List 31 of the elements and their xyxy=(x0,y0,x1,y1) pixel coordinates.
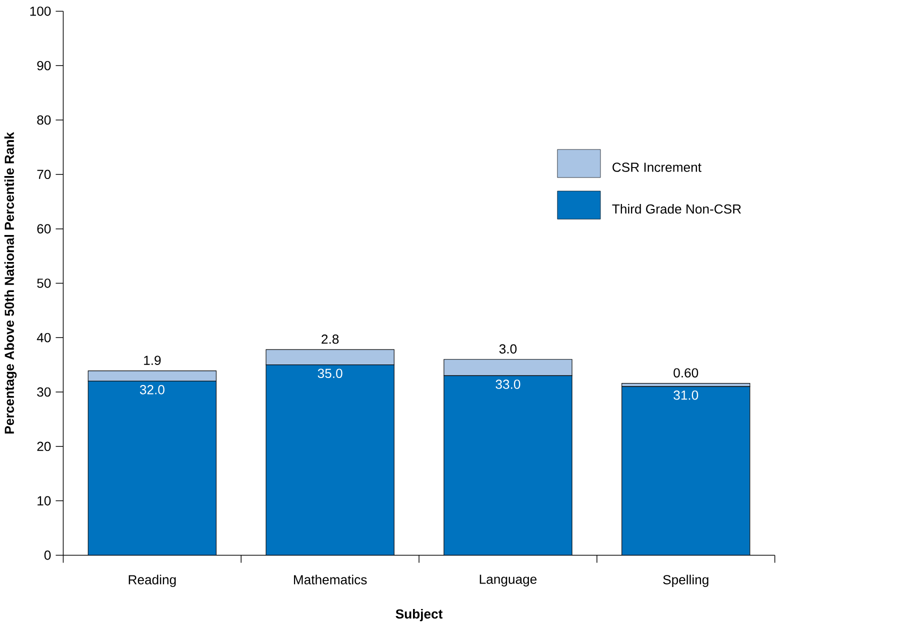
data-label: 31.0 xyxy=(674,390,698,400)
legend-label: CSR Increment xyxy=(612,162,702,172)
data-label: 32.0 xyxy=(140,384,164,394)
bar xyxy=(444,375,572,555)
y-tick-label: 20 xyxy=(37,442,51,451)
y-tick-label: 10 xyxy=(38,496,51,506)
data-label: 2.8 xyxy=(322,334,339,344)
y-tick-label: 40 xyxy=(36,332,51,342)
data-label: 1.9 xyxy=(144,355,161,365)
data-label: 0.60 xyxy=(674,368,698,378)
data-label: 35.0 xyxy=(318,368,342,378)
x-tick-label: Spelling xyxy=(663,574,708,587)
y-tick-label: 80 xyxy=(37,115,51,124)
y-tick-label: 50 xyxy=(37,278,51,288)
bar xyxy=(266,364,394,555)
bar xyxy=(88,380,217,555)
legend-label: Third Grade Non-CSR xyxy=(612,204,741,214)
x-axis-title: Subject xyxy=(396,608,443,622)
y-tick-label: 90 xyxy=(37,60,51,70)
x-tick-label: Mathematics xyxy=(294,574,367,584)
data-label: 33.0 xyxy=(496,379,520,389)
y-tick-label: 60 xyxy=(37,224,51,234)
y-axis-title: Percentage Above 50th National Percentile Rank xyxy=(4,132,17,434)
bar xyxy=(622,386,750,555)
x-tick-label: Reading xyxy=(128,574,176,587)
data-label: 3.0 xyxy=(499,344,517,354)
y-tick-label: 0 xyxy=(44,550,51,560)
y-tick-label: 100 xyxy=(30,6,51,16)
y-tick-label: 30 xyxy=(37,387,51,396)
y-tick-label: 70 xyxy=(37,170,51,179)
x-tick-label: Language xyxy=(480,574,537,586)
